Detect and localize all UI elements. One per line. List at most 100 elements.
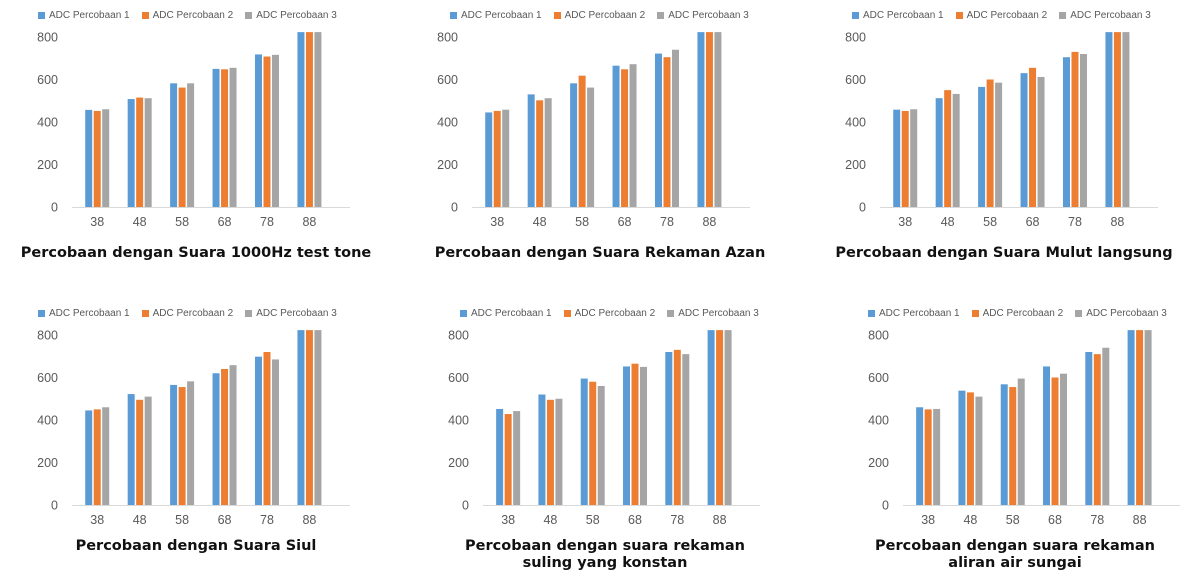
bar-38-series-2	[93, 409, 101, 505]
chart-title-line: Percobaan dengan Suara Siul	[75, 538, 317, 554]
bar-48-series-1	[958, 390, 966, 505]
chart-title: Percobaan dengan Suara 1000Hz test tone	[12, 245, 380, 262]
legend-label: ADC Percobaan 2	[152, 9, 234, 21]
bar-48-series-1	[538, 394, 546, 505]
legend-item: ADC Percobaan 3	[245, 308, 337, 319]
bar-78-series-3	[682, 354, 690, 505]
legend-swatch	[852, 11, 859, 19]
bar-38-series-1	[85, 410, 93, 505]
bar-48-series-2	[944, 90, 952, 207]
chart-legend: ADC Percobaan 1 ADC Percobaan 2 ADC Percob…	[450, 8, 761, 22]
x-tick-label: 38	[490, 215, 504, 229]
bar-88-series-3	[314, 32, 322, 207]
bar-68-series-2	[1029, 67, 1037, 207]
x-tick-label: 88	[1110, 215, 1124, 229]
y-tick-label: 0	[51, 499, 58, 513]
legend-item: ADC Percobaan 2	[563, 308, 655, 319]
bar-68-series-1	[212, 373, 220, 505]
y-tick-label: 200	[845, 158, 866, 172]
legend-swatch	[460, 309, 467, 317]
bar-58-series-3	[1017, 378, 1025, 505]
bar-68-series-3	[1037, 76, 1045, 207]
legend-label: ADC Percobaan 2	[982, 307, 1064, 319]
y-tick-label: 200	[37, 158, 58, 172]
bar-chart: 0 200 400 600 800 38 48 58 68 78 88	[845, 31, 1158, 229]
bar-38-series-3	[910, 109, 918, 207]
bar-38-series-3	[502, 109, 510, 207]
y-tick-label: 600	[437, 73, 458, 87]
x-tick-label: 88	[702, 215, 716, 229]
bar-38-series-2	[504, 414, 512, 505]
x-tick-label: 48	[533, 215, 547, 229]
legend-item: ADC Percobaan 1	[38, 10, 130, 21]
y-tick-label: 0	[882, 499, 889, 513]
bar-38-series-3	[102, 109, 110, 207]
y-tick-label: 600	[448, 371, 469, 385]
legend-swatch	[667, 309, 675, 317]
bar-38-series-2	[924, 409, 932, 505]
bar-78-series-1	[654, 53, 662, 208]
legend-label: ADC Percobaan 2	[966, 9, 1048, 21]
bar-48-series-3	[555, 398, 563, 505]
legend-item: ADC Percobaan 3	[245, 10, 337, 21]
chart-panel-5: ADC Percobaan 1 ADC Percobaan 2 ADC Percob…	[420, 306, 790, 578]
bar-58-series-2	[986, 79, 994, 207]
bar-chart: 0 200 400 600 800 38 48 58 68 78 88	[868, 329, 1180, 527]
bar-88-series-1	[707, 330, 715, 505]
bar-38-series-2	[493, 110, 501, 207]
bar-68-series-1	[1020, 73, 1028, 207]
legend-item: ADC Percobaan 1	[460, 308, 552, 319]
x-tick-label: 78	[1068, 215, 1082, 229]
y-tick-label: 400	[448, 414, 469, 428]
chart-title: Percobaan dengan Suara Rekaman Azan	[420, 245, 780, 262]
bar-78-series-1	[1085, 352, 1093, 505]
y-tick-label: 0	[451, 201, 458, 215]
bar-78-series-1	[254, 54, 262, 207]
bar-58-series-2	[1009, 387, 1017, 505]
chart-legend: ADC Percobaan 1 ADC Percobaan 2 ADC Percob…	[38, 8, 349, 22]
legend-item: ADC Percobaan 3	[1075, 308, 1167, 319]
chart-panel-2: ADC Percobaan 1 ADC Percobaan 2 ADC Percob…	[420, 8, 780, 285]
chart-title-line: suling yang konstan	[522, 555, 688, 571]
y-tick-label: 600	[37, 371, 58, 385]
bar-58-series-1	[170, 83, 178, 207]
bar-68-series-2	[1051, 377, 1059, 505]
x-tick-label: 48	[963, 513, 977, 527]
x-tick-label: 38	[90, 513, 104, 527]
bar-88-series-2	[305, 330, 313, 505]
y-tick-label: 200	[448, 456, 469, 470]
bar-88-series-1	[1105, 32, 1113, 207]
bar-38-series-1	[496, 408, 504, 505]
x-tick-label: 58	[983, 215, 997, 229]
bar-38-series-2	[901, 110, 909, 207]
x-tick-label: 48	[941, 215, 955, 229]
bar-58-series-1	[978, 86, 986, 207]
bar-78-series-2	[263, 56, 271, 207]
legend-swatch	[553, 11, 561, 19]
bar-88-series-2	[705, 32, 713, 207]
bar-58-series-2	[178, 387, 186, 505]
x-tick-label: 68	[218, 513, 232, 527]
x-tick-label: 68	[218, 215, 232, 229]
bar-58-series-3	[995, 82, 1003, 207]
bar-38-series-3	[102, 407, 110, 505]
x-tick-label: 68	[618, 215, 632, 229]
bar-chart: 0 200 400 600 800 38 48 58 68 78 88	[37, 31, 350, 229]
chart-panel-1: ADC Percobaan 1 ADC Percobaan 2 ADC Percob…	[12, 8, 380, 285]
bar-68-series-3	[640, 366, 648, 505]
bar-88-series-3	[1144, 330, 1152, 505]
bar-48-series-2	[966, 392, 974, 505]
bar-48-series-3	[975, 396, 983, 505]
y-tick-label: 400	[437, 116, 458, 130]
bar-68-series-2	[221, 369, 229, 505]
bar-38-series-1	[893, 109, 901, 207]
bar-68-series-3	[229, 67, 237, 207]
bar-78-series-2	[673, 349, 681, 505]
bar-88-series-1	[1127, 330, 1135, 505]
bar-38-series-1	[85, 109, 93, 207]
x-tick-label: 88	[1133, 513, 1147, 527]
bar-78-series-2	[1093, 354, 1101, 505]
y-tick-label: 600	[868, 371, 889, 385]
x-tick-label: 58	[175, 215, 189, 229]
y-tick-label: 400	[868, 414, 889, 428]
